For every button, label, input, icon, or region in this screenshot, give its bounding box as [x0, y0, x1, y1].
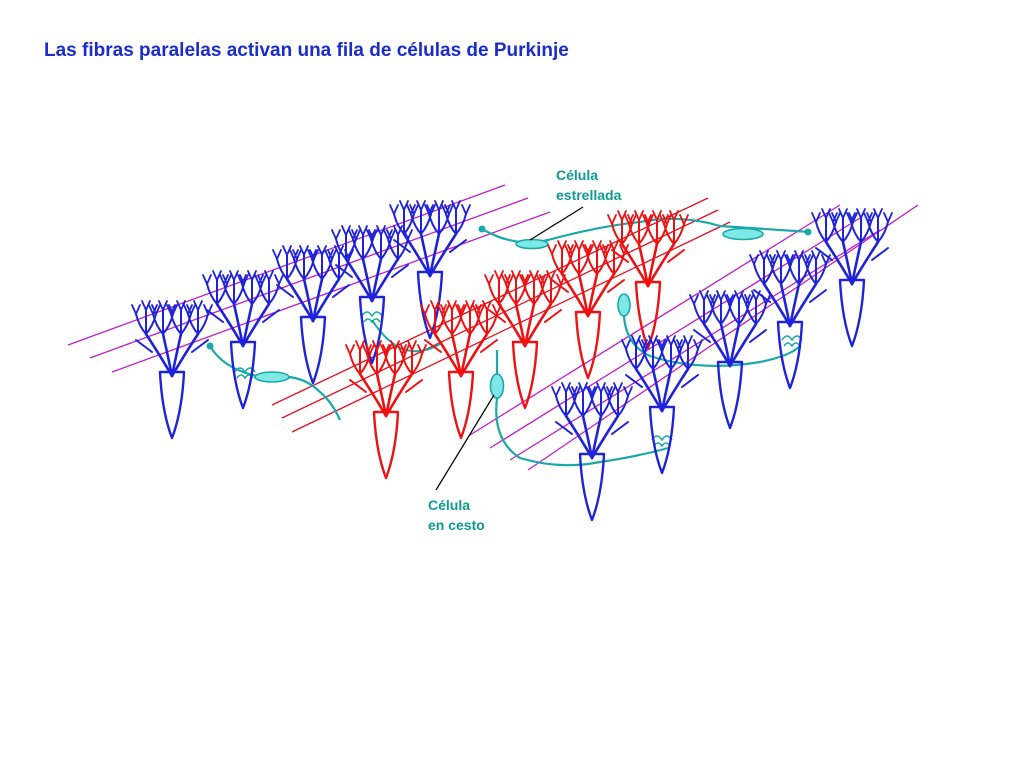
inactive-purkinje-cell-11	[811, 208, 893, 348]
purkinje-cells	[131, 200, 893, 522]
basket-leader-line	[435, 394, 495, 491]
basket-cell-body	[489, 373, 505, 399]
parallel-fiber	[291, 221, 731, 433]
parallel-fibers-back	[67, 184, 919, 471]
interneuron-axon-left	[209, 345, 342, 421]
stellate-cell-body	[515, 238, 549, 250]
active-fiber-row-center	[271, 197, 731, 433]
active-purkinje-cell-9	[420, 300, 502, 440]
basket-terminal	[651, 435, 673, 448]
parallel-fiber	[489, 217, 861, 449]
stellate-terminal	[478, 225, 486, 233]
inactive-purkinje-cell-4	[202, 270, 284, 410]
basket-cell-label-line2: en cesto	[428, 517, 485, 533]
interneuron-terminal-left	[206, 342, 214, 350]
inactive-purkinje-cell-12	[749, 250, 831, 390]
basket-cell-body-upper	[617, 293, 631, 317]
basket-terminal	[361, 311, 383, 324]
active-purkinje-cell-10	[345, 340, 427, 480]
diagram-title: Las fibras paralelas activan una fila de…	[44, 40, 569, 61]
inactive-purkinje-cell-3	[272, 245, 354, 385]
basket-terminal	[781, 335, 803, 348]
interneuron-body-left	[254, 371, 290, 383]
stellate-leader-line	[529, 206, 584, 241]
stellate-cell-label-line1: Célula	[556, 167, 598, 183]
stellate-terminal-right	[804, 228, 812, 236]
inactive-purkinje-cell-5	[131, 300, 213, 440]
stellate-cell-body-right	[722, 227, 764, 241]
inactive-purkinje-cell-14	[621, 335, 703, 475]
interneurons	[206, 217, 812, 467]
parallel-fiber	[509, 229, 881, 461]
basket-cell-label-line1: Célula	[428, 497, 470, 513]
inactive-purkinje-cell-13	[689, 290, 771, 430]
active-purkinje-cell-7	[547, 240, 629, 380]
inactive-purkinje-cell-2	[331, 225, 413, 365]
active-purkinje-cell-8	[484, 270, 566, 410]
stellate-cell-label-line2: estrellada	[556, 187, 622, 203]
basket-cell-axon	[495, 350, 669, 467]
inactive-purkinje-cell-15	[551, 382, 633, 522]
active-purkinje-cell-6	[607, 210, 689, 350]
